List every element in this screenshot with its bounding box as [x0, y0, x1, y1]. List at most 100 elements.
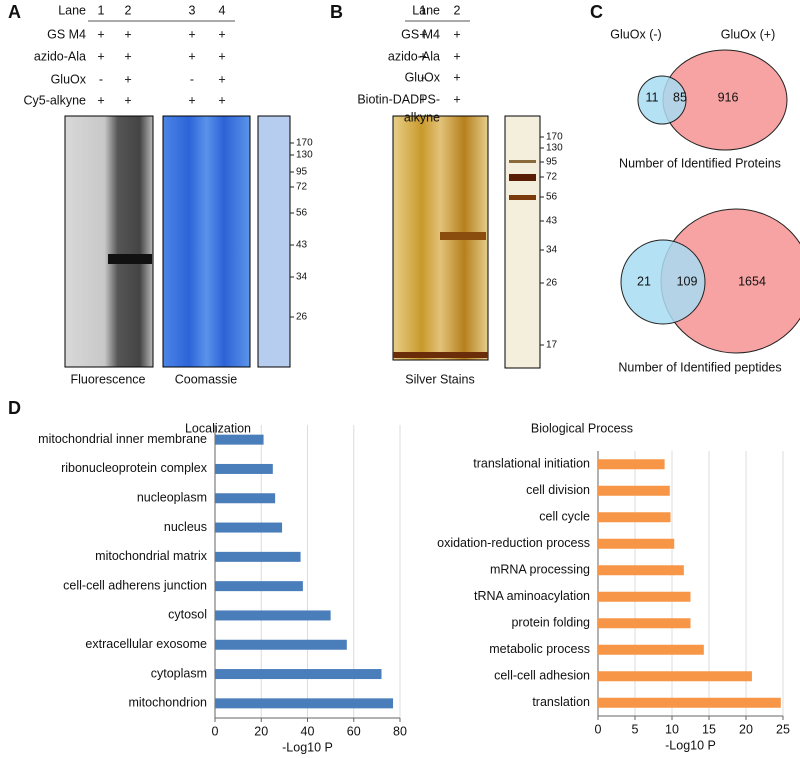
- category-label: mitochondrial matrix: [95, 549, 208, 563]
- marker-label: 95: [296, 167, 308, 178]
- category-label: extracellular exosome: [85, 637, 207, 651]
- bar: [598, 485, 670, 496]
- bar: [215, 581, 303, 592]
- row-label: GS M4: [47, 27, 86, 41]
- row-cell: +: [97, 93, 104, 107]
- set-label: GluOx (+): [721, 27, 776, 41]
- marker-label: 72: [546, 172, 558, 183]
- bar: [598, 459, 665, 470]
- category-label: ribonucleoprotein complex: [61, 461, 208, 475]
- row-cell: +: [188, 93, 195, 107]
- row-cell: -: [99, 72, 103, 86]
- row-label: azido-Ala: [388, 49, 440, 63]
- row-label: GluOx: [51, 72, 87, 86]
- category-label: cell-cell adherens junction: [63, 578, 207, 592]
- coomassie-gel: [162, 115, 251, 368]
- row-cell: +: [218, 93, 225, 107]
- x-tick-label: 20: [254, 724, 268, 738]
- marker-label: 43: [296, 240, 308, 251]
- panel-label: C: [590, 2, 603, 22]
- x-axis-label: -Log10 P: [282, 740, 333, 754]
- marker-label: 56: [546, 192, 558, 203]
- row-label: azido-Ala: [34, 49, 86, 63]
- bar: [215, 434, 264, 445]
- row-cell: 4: [219, 3, 226, 17]
- venn-count: 1654: [738, 274, 766, 288]
- category-label: cytosol: [168, 608, 207, 622]
- gel-band: [509, 195, 536, 200]
- row-cell: +: [419, 27, 426, 41]
- bar: [598, 697, 781, 708]
- marker-label: 56: [296, 208, 308, 219]
- x-tick-label: 0: [595, 722, 602, 736]
- row-cell: +: [453, 49, 460, 63]
- venn-caption: Number of Identified Proteins: [619, 156, 781, 170]
- marker-label: 170: [296, 138, 313, 149]
- row-cell: +: [419, 49, 426, 63]
- row-cell: +: [97, 49, 104, 63]
- bar: [598, 644, 704, 655]
- bar: [215, 610, 331, 621]
- marker-gel: [504, 115, 541, 369]
- venn-caption: Number of Identified peptides: [618, 360, 781, 374]
- fluorescence-gel: [64, 115, 154, 368]
- gel-caption: Coomassie: [175, 372, 238, 386]
- gel-caption: Fluorescence: [70, 372, 145, 386]
- row-cell: -: [190, 72, 194, 86]
- x-tick-label: 25: [776, 722, 790, 736]
- row-cell: +: [124, 27, 131, 41]
- venn-minus: [620, 239, 706, 325]
- row-label: Lane: [58, 3, 86, 17]
- bar: [598, 671, 752, 682]
- row-cell: +: [419, 92, 426, 106]
- x-tick-label: 10: [665, 722, 679, 736]
- category-label: translational initiation: [473, 457, 590, 471]
- venn-minus: [637, 75, 687, 125]
- gel-band: [509, 160, 536, 163]
- x-tick-label: 40: [301, 724, 315, 738]
- gel-band: [509, 174, 536, 181]
- category-label: tRNA aminoacylation: [474, 589, 590, 603]
- x-tick-label: 20: [739, 722, 753, 736]
- marker-label: 170: [546, 132, 563, 143]
- venn-count: 85: [673, 90, 687, 104]
- bar: [598, 618, 691, 629]
- bar: [215, 639, 347, 650]
- bar: [598, 538, 675, 549]
- row-cell: 3: [189, 3, 196, 17]
- gel-caption: Silver Stains: [405, 372, 474, 386]
- row-cell: +: [218, 49, 225, 63]
- gel-band: [440, 232, 486, 240]
- marker-label: 43: [546, 216, 558, 227]
- category-label: oxidation-reduction process: [437, 536, 590, 550]
- marker-label: 34: [546, 245, 558, 256]
- panel-label: D: [8, 398, 21, 418]
- x-tick-label: 80: [393, 724, 407, 738]
- category-label: nucleus: [164, 520, 207, 534]
- x-tick-label: 60: [347, 724, 361, 738]
- category-label: cell-cell adhesion: [494, 669, 590, 683]
- venn-count: 21: [637, 274, 651, 288]
- category-label: mRNA processing: [490, 563, 590, 577]
- category-label: cell division: [526, 483, 590, 497]
- category-label: nucleoplasm: [137, 491, 207, 505]
- row-label: Cy5-alkyne: [23, 93, 86, 107]
- marker-label: 34: [296, 272, 308, 283]
- category-label: metabolic process: [489, 642, 590, 656]
- row-label: GluOx: [405, 70, 441, 84]
- marker-label: 95: [546, 157, 558, 168]
- row-cell: 1: [420, 3, 427, 17]
- row-cell: +: [124, 72, 131, 86]
- marker-label: 130: [296, 150, 313, 161]
- row-cell: -: [421, 70, 425, 84]
- row-cell: +: [453, 70, 460, 84]
- bar: [215, 463, 273, 474]
- row-cell: +: [218, 72, 225, 86]
- row-label: alkyne: [404, 110, 440, 124]
- x-axis-label: -Log10 P: [665, 738, 716, 752]
- bar: [598, 591, 691, 602]
- bar: [215, 522, 283, 533]
- bar: [598, 565, 684, 576]
- marker-label: 26: [296, 312, 308, 323]
